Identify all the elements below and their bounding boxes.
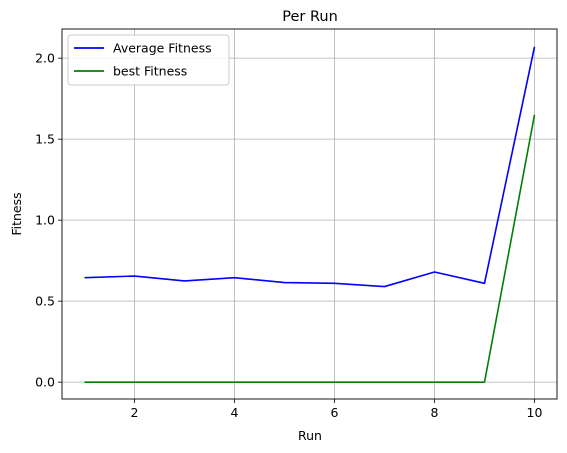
x-tick-label: 6 xyxy=(331,405,339,420)
x-tick-label: 8 xyxy=(431,405,439,420)
series-line-average-fitness xyxy=(84,46,536,288)
legend-box xyxy=(67,34,230,86)
legend: Average Fitness best Fitness xyxy=(67,34,230,86)
y-axis-label: Fitness xyxy=(9,192,24,235)
y-tick-label: 1.5 xyxy=(35,132,55,147)
legend-label-average-fitness: Average Fitness xyxy=(113,41,212,56)
chart-title: Per Run xyxy=(282,9,338,25)
series-line-best-fitness xyxy=(84,114,536,383)
y-tick-label: 1.0 xyxy=(35,213,55,228)
x-tick-label: 4 xyxy=(231,405,239,420)
ticks: 2 4 6 8 10 0.0 0.5 1.0 1.5 2.0 xyxy=(35,51,542,420)
y-tick-label: 0.0 xyxy=(35,375,55,390)
plot-frame xyxy=(61,28,558,400)
y-tick-label: 0.5 xyxy=(35,294,55,309)
x-tick-label: 10 xyxy=(527,405,543,420)
series-lines xyxy=(84,46,536,383)
x-tick-label: 2 xyxy=(131,405,139,420)
y-tick-label: 2.0 xyxy=(35,51,55,66)
x-axis-label: Run xyxy=(298,428,322,443)
legend-label-best-fitness: best Fitness xyxy=(113,64,187,79)
